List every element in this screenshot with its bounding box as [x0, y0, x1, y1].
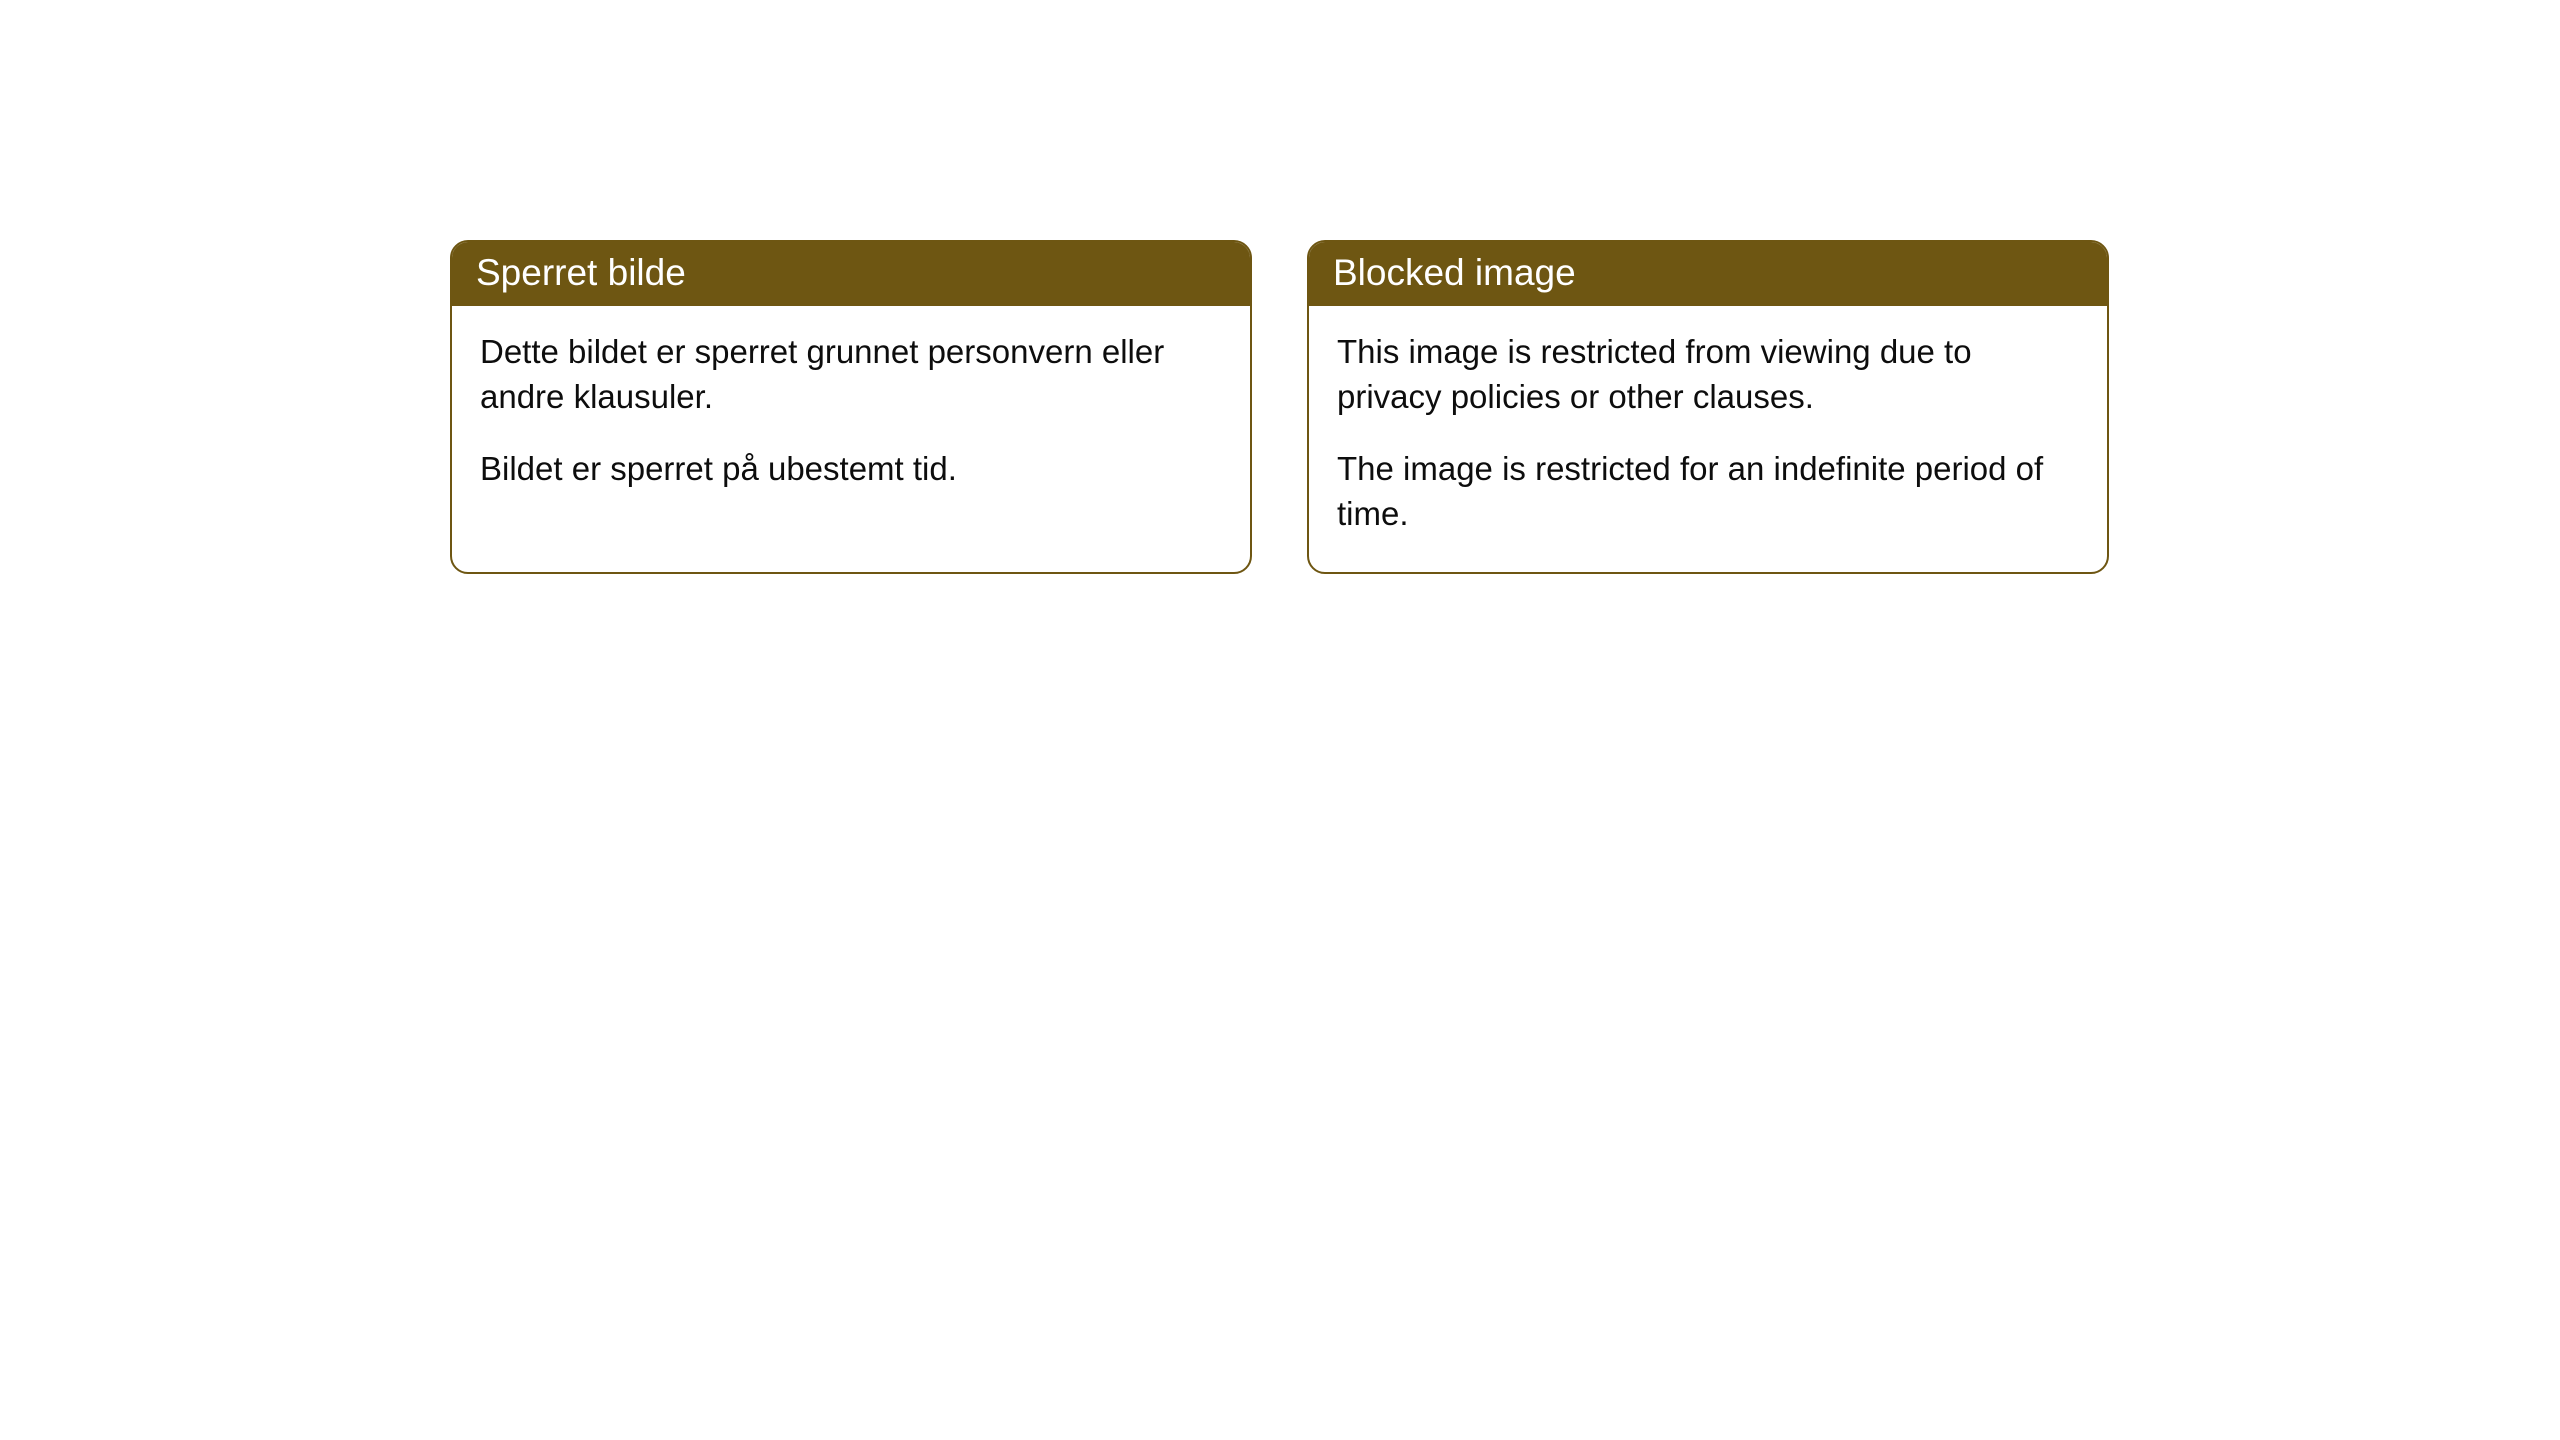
card-paragraph-en-1: This image is restricted from viewing du… [1337, 330, 2079, 419]
notice-container: Sperret bilde Dette bildet er sperret gr… [450, 240, 2560, 574]
card-paragraph-en-2: The image is restricted for an indefinit… [1337, 447, 2079, 536]
card-body-en: This image is restricted from viewing du… [1309, 306, 2107, 572]
card-header-no: Sperret bilde [452, 242, 1250, 306]
card-header-en: Blocked image [1309, 242, 2107, 306]
card-paragraph-no-2: Bildet er sperret på ubestemt tid. [480, 447, 1222, 492]
card-body-no: Dette bildet er sperret grunnet personve… [452, 306, 1250, 528]
blocked-image-card-no: Sperret bilde Dette bildet er sperret gr… [450, 240, 1252, 574]
card-paragraph-no-1: Dette bildet er sperret grunnet personve… [480, 330, 1222, 419]
blocked-image-card-en: Blocked image This image is restricted f… [1307, 240, 2109, 574]
